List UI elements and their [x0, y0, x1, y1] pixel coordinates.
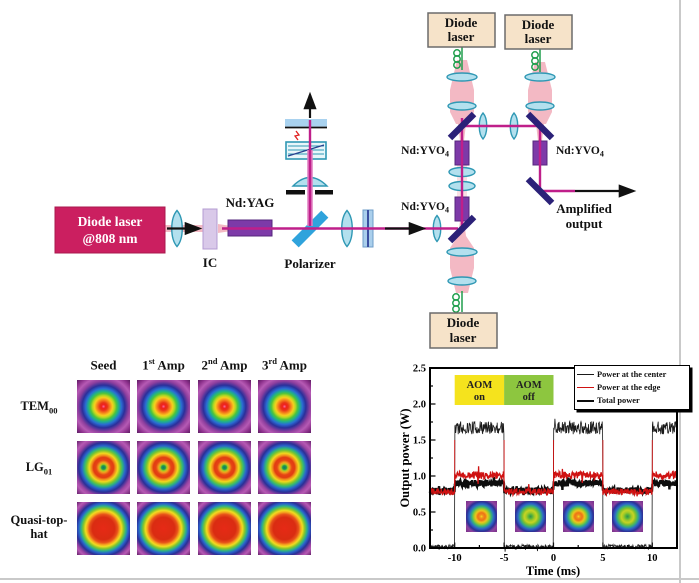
inset-beam-image	[612, 501, 644, 532]
amplified-output-label-line2: output	[566, 216, 604, 231]
svg-text:0: 0	[551, 553, 556, 564]
beam-image	[258, 441, 311, 494]
svg-text:Diode: Diode	[445, 15, 478, 30]
seed-laser-label-line1: Diode laser	[78, 214, 143, 229]
seed-laser-label-line2: @808 nm	[83, 231, 139, 246]
inset-beam-image	[515, 501, 547, 532]
fiber-coils	[452, 47, 541, 313]
laser-beams	[222, 118, 575, 230]
pump-laser-box-1: Diode laser	[427, 12, 496, 48]
svg-text:Diode: Diode	[522, 17, 555, 32]
svg-text:10: 10	[647, 553, 658, 564]
svg-text:2.0: 2.0	[413, 400, 426, 411]
beam-image	[198, 441, 251, 494]
svg-text:AOM: AOM	[467, 380, 493, 391]
output-coupler	[285, 119, 327, 141]
beam-image	[198, 380, 251, 433]
amplified-output-label-line1: Amplified	[556, 201, 612, 216]
legend: Power at the center Power at the edge To…	[574, 365, 690, 410]
column-header-1st-amp: 1st Amp	[142, 356, 185, 373]
inset-beam-image	[562, 501, 594, 532]
ic-label: IC	[203, 255, 217, 270]
svg-text:-5: -5	[500, 553, 509, 564]
legend-line-swatch	[577, 386, 594, 389]
lens	[171, 72, 556, 286]
svg-text:0.5: 0.5	[413, 508, 426, 519]
legend-entry: Power at the edge	[577, 382, 687, 394]
optical-diagram: Diode laser @808 nm Diode laser Diode la…	[54, 12, 637, 349]
ndyvo4-label-2: Nd:YVO4	[401, 201, 449, 215]
beam-image	[77, 502, 130, 555]
beam-image	[137, 502, 190, 555]
svg-text:0.0: 0.0	[413, 544, 426, 555]
column-header-2nd-amp: 2nd Amp	[201, 356, 248, 373]
row-label-quasi-top-hat: Quasi-top-hat	[10, 513, 68, 542]
x-axis-label: Time (ms)	[526, 564, 580, 578]
pump-laser-box-2: Diode laser	[504, 14, 573, 50]
page-bottom-border	[0, 578, 699, 580]
pump-beam-cones	[165, 60, 552, 293]
column-header-seed: Seed	[90, 357, 117, 373]
svg-text:laser: laser	[525, 31, 552, 46]
slit	[286, 190, 333, 195]
beam-image	[137, 380, 190, 433]
ic-isolator	[202, 208, 218, 250]
beam-image	[137, 441, 190, 494]
svg-text:off: off	[523, 392, 536, 403]
ndyvo4-label-3: Nd:YVO4	[556, 145, 604, 159]
seed-laser-box: Diode laser @808 nm	[54, 206, 166, 254]
svg-text:laser: laser	[450, 330, 477, 345]
svg-text:-10: -10	[448, 553, 462, 564]
svg-text:laser: laser	[448, 29, 475, 44]
svg-text:on: on	[474, 392, 485, 403]
beam-image	[77, 441, 130, 494]
row-label-lg01: LG01	[25, 460, 53, 477]
ndyag-label: Nd:YAG	[226, 195, 275, 210]
svg-text:AOM: AOM	[516, 380, 542, 391]
row-label-tem00: TEM00	[20, 399, 58, 416]
svg-text:Diode: Diode	[447, 315, 480, 330]
polarizer-label: Polarizer	[284, 256, 335, 271]
beam-image	[77, 380, 130, 433]
direction-arrows	[167, 91, 637, 236]
etalon	[285, 141, 327, 160]
mirrors	[447, 111, 555, 244]
ndyvo4-label-1: Nd:YVO4	[401, 145, 449, 159]
inset-beam-image	[465, 501, 497, 532]
svg-text:1.5: 1.5	[413, 436, 426, 447]
svg-text:1.0: 1.0	[413, 472, 426, 483]
y-axis-label: Output power (W)	[398, 408, 412, 507]
svg-text:2.5: 2.5	[413, 364, 426, 375]
red-marker	[293, 130, 301, 141]
legend-entry: Power at the center	[577, 368, 687, 380]
svg-text:5: 5	[600, 553, 605, 564]
beam-image	[258, 502, 311, 555]
legend-line-swatch	[577, 399, 594, 402]
output-power-chart: AOM on AOM off -10 -5 0 5 10 0.0 0.5 1.0 1.5 2.0 2.5 O…	[398, 362, 696, 583]
legend-line-swatch	[577, 373, 594, 375]
pump-laser-box-3: Diode laser	[429, 312, 498, 349]
legend-entry: Total power	[577, 395, 687, 407]
page-right-border	[679, 0, 681, 583]
beam-image	[198, 502, 251, 555]
column-header-3rd-amp: 3rd Amp	[262, 356, 307, 373]
beam-image	[258, 380, 311, 433]
